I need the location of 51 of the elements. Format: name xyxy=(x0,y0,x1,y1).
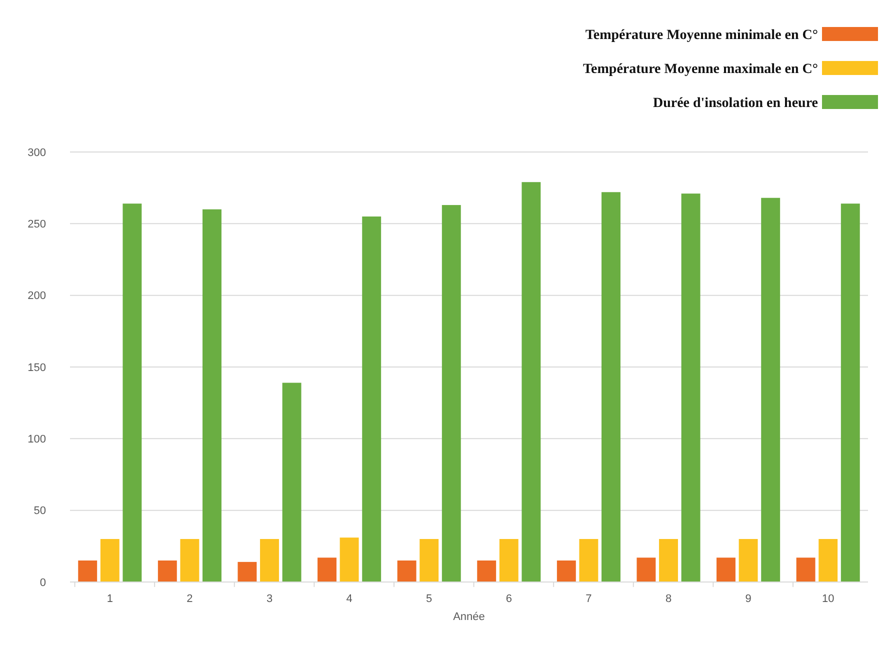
bar xyxy=(818,539,838,582)
bar xyxy=(477,560,496,582)
x-tick-label: 4 xyxy=(346,593,352,605)
y-tick-label: 50 xyxy=(34,505,46,518)
bar xyxy=(636,558,656,582)
bar xyxy=(202,209,222,582)
bar xyxy=(499,539,518,582)
x-tick-label: 5 xyxy=(426,593,432,605)
bar xyxy=(78,560,98,582)
x-tick-label: 1 xyxy=(106,593,113,605)
x-tick-label: 3 xyxy=(266,593,273,605)
bar xyxy=(522,182,541,582)
bar xyxy=(556,560,576,582)
y-tick-label: 0 xyxy=(40,576,46,589)
bar xyxy=(318,558,336,582)
legend-label: Durée d'insolation en heure xyxy=(652,96,818,111)
bar xyxy=(397,560,416,582)
x-tick-label: 8 xyxy=(665,593,672,605)
bar xyxy=(158,560,177,582)
bar xyxy=(602,192,620,582)
bar xyxy=(238,562,257,582)
bar xyxy=(340,538,359,582)
y-tick-label: 250 xyxy=(28,218,46,231)
x-tick-label: 9 xyxy=(745,593,752,605)
bar xyxy=(122,204,142,582)
bar xyxy=(260,539,279,582)
bar xyxy=(420,539,439,582)
bar xyxy=(180,539,200,582)
bar xyxy=(681,194,700,582)
bar xyxy=(100,539,120,582)
bar xyxy=(362,216,382,582)
legend-label: Température Moyenne minimale en C° xyxy=(585,28,818,43)
x-tick-label: 2 xyxy=(186,593,193,605)
bar xyxy=(761,198,780,582)
y-tick-label: 150 xyxy=(28,362,46,374)
bar xyxy=(716,558,736,582)
x-tick-label: 10 xyxy=(822,593,834,605)
bar xyxy=(442,205,461,582)
bar xyxy=(282,382,302,582)
y-tick-label: 300 xyxy=(28,146,46,159)
bar xyxy=(579,539,598,582)
legend-label: Température Moyenne maximale en C° xyxy=(582,62,818,77)
x-tick-label: 7 xyxy=(586,593,592,605)
bar xyxy=(738,539,758,582)
bar xyxy=(659,539,678,582)
bar xyxy=(796,558,816,582)
bar xyxy=(840,204,860,582)
y-tick-label: 200 xyxy=(28,290,46,302)
x-tick-label: 6 xyxy=(506,593,512,605)
x-axis-title: Année xyxy=(453,611,485,623)
y-tick-label: 100 xyxy=(28,434,46,446)
